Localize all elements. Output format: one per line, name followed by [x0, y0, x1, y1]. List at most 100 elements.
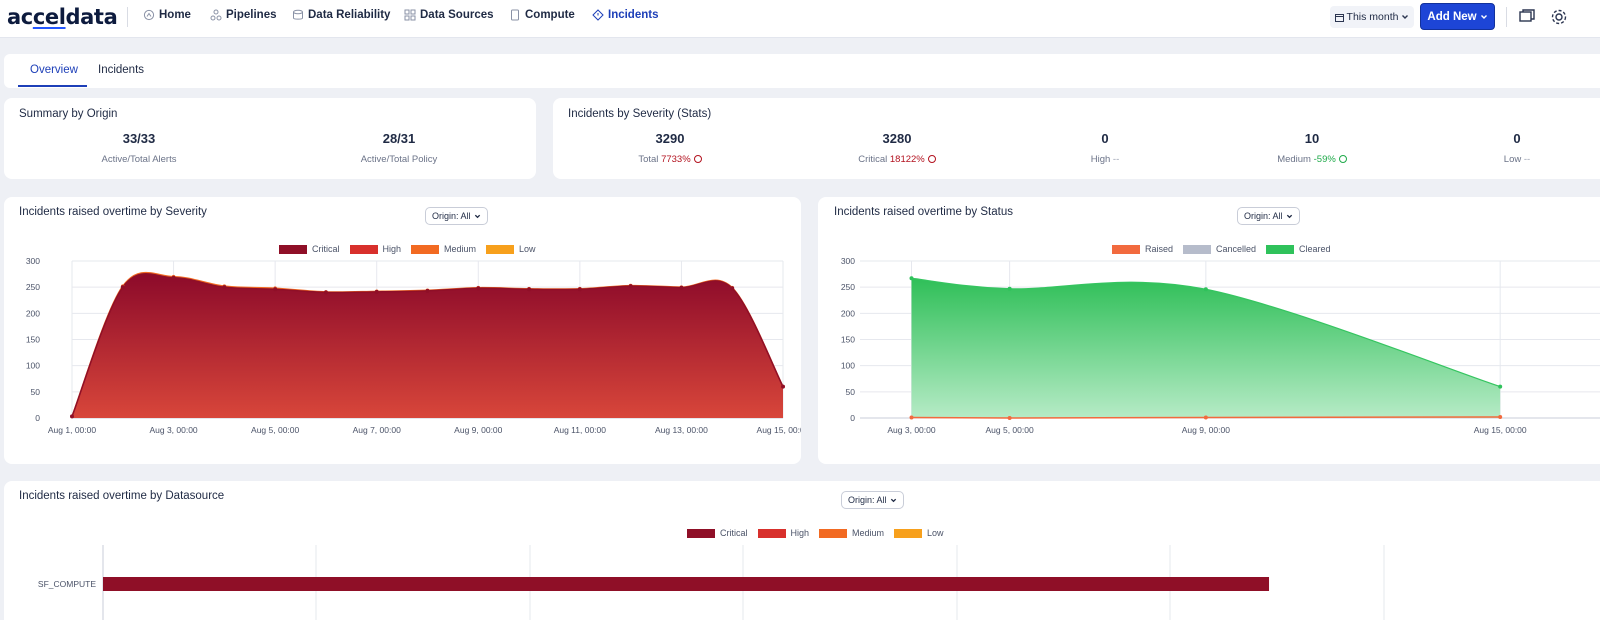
data-point-raised — [1498, 414, 1503, 419]
stat-low: 0 Low -- — [1447, 131, 1587, 165]
data-point-critical — [374, 289, 379, 294]
x-tick-label: Aug 3, 00:00 — [887, 425, 935, 435]
category-label: SF_COMPUTE — [38, 579, 96, 589]
nav-label-incidents: Incidents — [608, 9, 659, 21]
stat-change: -- — [1112, 154, 1120, 165]
x-tick-label: Aug 9, 00:00 — [454, 425, 502, 435]
nav-item-incidents[interactable]: Incidents — [592, 9, 658, 21]
legend-swatch — [279, 244, 307, 254]
legend-label: Medium — [444, 244, 477, 254]
add-new-button[interactable]: Add New — [1420, 3, 1495, 30]
x-tick-label: Aug 5, 00:00 — [251, 425, 299, 435]
legend-label: Raised — [1145, 244, 1174, 254]
calendar-icon — [1334, 13, 1344, 22]
series-area-cleared — [911, 278, 1501, 418]
data-point-critical — [679, 285, 684, 290]
origin-filter-select[interactable]: Origin: All — [425, 207, 488, 225]
data-point-raised — [1007, 416, 1012, 420]
legend-item-raised[interactable]: Raised — [1112, 244, 1173, 254]
data-point-critical — [222, 285, 227, 290]
legend-item-critical[interactable]: Critical — [279, 244, 340, 254]
legend-swatch — [757, 528, 786, 538]
incidents-by-severity-card: Incidents by Severity (Stats) 3290 Total… — [553, 98, 1600, 179]
data-point-critical — [730, 286, 735, 291]
nav-item-compute[interactable]: Compute — [509, 9, 575, 21]
stat-label: Total — [638, 154, 659, 165]
stat-policy: 28/31 Active/Total Policy — [319, 131, 479, 165]
tab-overview[interactable]: Overview — [30, 64, 78, 76]
legend-item-cancelled[interactable]: Cancelled — [1183, 244, 1256, 254]
data-point-cleared — [1007, 286, 1012, 291]
y-tick-label: 250 — [26, 282, 40, 292]
acceldata-logo[interactable]: acceldata — [7, 5, 118, 29]
nav-item-pipelines[interactable]: Pipelines — [210, 9, 277, 21]
legend-item-high[interactable]: High — [349, 244, 401, 254]
origin-filter-select[interactable]: Origin: All — [841, 491, 904, 509]
stat-value: 10 — [1304, 131, 1320, 146]
stat-label: Critical — [858, 154, 888, 165]
nav-item-data-reliability[interactable]: Data Reliability — [292, 9, 390, 21]
data-point-critical — [70, 414, 74, 419]
y-tick-label: 200 — [26, 308, 40, 318]
datasource-overtime-card: Incidents raised overtime by Datasource … — [4, 481, 1600, 620]
stat-label: Low — [1503, 154, 1522, 165]
legend-swatch — [687, 528, 715, 538]
y-tick-label: 0 — [35, 413, 40, 423]
legend-item-low[interactable]: Low — [894, 528, 944, 538]
stat-label-row: Critical 18122% — [827, 154, 967, 165]
settings-gear-icon[interactable] — [1550, 8, 1568, 26]
arrow-up-icon — [693, 155, 702, 163]
legend-label: Critical — [312, 244, 340, 254]
stat-value: 0 — [1513, 131, 1521, 146]
legend-item-medium[interactable]: Medium — [819, 528, 884, 538]
stat-total: 3290 Total 7733% — [600, 131, 740, 165]
legend-swatch — [1183, 244, 1212, 254]
legend-swatch — [1266, 244, 1295, 254]
stat-change: -- — [1523, 154, 1531, 165]
x-tick-label: Aug 15, 00:00 — [1474, 425, 1527, 435]
legend-item-critical[interactable]: Critical — [687, 528, 748, 538]
chevron-down-icon — [1402, 15, 1409, 19]
home-icon — [143, 9, 155, 21]
origin-filter-select[interactable]: Origin: All — [1237, 207, 1300, 225]
stat-alerts: 33/33 Active/Total Alerts — [59, 131, 219, 165]
stat-label-row: Low -- — [1447, 154, 1587, 165]
series-line-cleared — [911, 277, 1501, 388]
x-tick-label: Aug 5, 00:00 — [986, 425, 1034, 435]
legend-swatch — [894, 528, 923, 538]
legend-label: Low — [927, 528, 944, 538]
stat-label-row: Total 7733% — [600, 154, 740, 165]
x-tick-label: Aug 9, 00:00 — [1182, 425, 1230, 435]
data-point-critical — [120, 285, 125, 290]
nav-item-home[interactable]: Home — [143, 9, 191, 21]
legend-item-low[interactable]: Low — [486, 244, 536, 254]
stat-medium: 10 Medium -59% — [1242, 131, 1382, 165]
stat-change: 18122% — [889, 154, 925, 165]
nav-item-data-sources[interactable]: Data Sources — [404, 9, 494, 21]
nav-label-compute: Compute — [525, 9, 575, 21]
status-area-chart: 0 50 100 150 200 250 300 Aug 3, 00:00 Aug 5, 00:… — [841, 256, 1600, 435]
nav-divider — [1506, 7, 1507, 27]
stat-value: 33/33 — [122, 131, 156, 146]
legend-swatch — [411, 244, 440, 254]
date-range-dropdown[interactable]: This month — [1330, 6, 1414, 28]
nav-divider — [127, 7, 128, 27]
legend-item-high[interactable]: High — [757, 528, 809, 538]
data-point-cleared — [1498, 384, 1503, 389]
announcements-icon[interactable] — [1518, 8, 1536, 26]
stat-label: Medium — [1277, 154, 1311, 165]
arrow-down-icon — [1338, 155, 1347, 163]
legend-item-medium[interactable]: Medium — [411, 244, 476, 254]
series-line-raised — [911, 416, 1501, 419]
stat-label: High — [1090, 154, 1111, 165]
top-navigation-bar: acceldata Home Pipelines Data Reliabilit… — [0, 0, 1600, 38]
stat-value: 28/31 — [382, 131, 416, 146]
legend-item-cleared[interactable]: Cleared — [1266, 244, 1331, 254]
tab-incidents[interactable]: Incidents — [98, 64, 145, 76]
bar-critical — [103, 577, 1270, 591]
data-point-critical — [628, 284, 633, 289]
legend-swatch — [486, 244, 515, 254]
y-tick-label: 300 — [26, 256, 40, 266]
legend-label: Cancelled — [1216, 244, 1257, 254]
legend-label: Low — [519, 244, 536, 254]
